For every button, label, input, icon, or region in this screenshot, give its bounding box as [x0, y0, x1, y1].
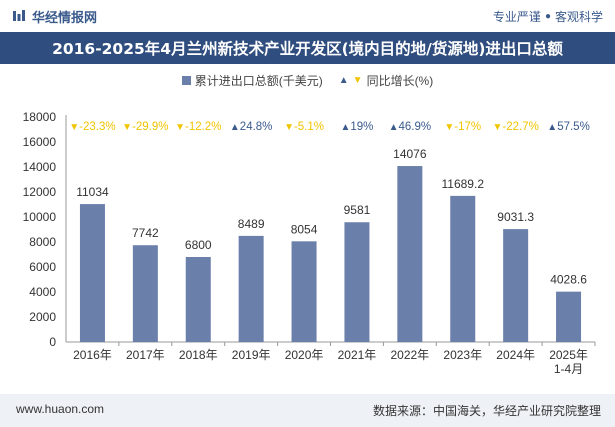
- data-label: 11034: [76, 185, 109, 199]
- data-label: 8489: [238, 217, 265, 231]
- x-tick-label: 2022年: [390, 348, 429, 362]
- brand-name: 华经情报网: [32, 9, 98, 25]
- legend-item-total[interactable]: 累计进出口总额(千美元): [181, 72, 323, 89]
- bar: [132, 245, 158, 342]
- brand[interactable]: 华经情报网: [12, 7, 97, 25]
- bar: [556, 291, 582, 342]
- yoy-label: ▲46.9%: [389, 121, 432, 133]
- bar: [79, 204, 105, 342]
- bar: [503, 229, 529, 342]
- y-tick-label: 18000: [23, 110, 57, 124]
- yoy-label: ▲57.5%: [547, 121, 590, 133]
- y-tick-label: 4000: [29, 285, 56, 299]
- slogan-right: 客观科学: [554, 10, 603, 24]
- data-label: 9031.3: [497, 210, 534, 224]
- y-tick-label: 2000: [29, 310, 56, 324]
- y-tick-label: 0: [49, 335, 56, 349]
- triangle-down-icon: ▼: [352, 74, 363, 86]
- y-tick-label: 12000: [23, 185, 57, 199]
- data-label: 7742: [132, 226, 159, 240]
- slogan: 专业严谨 ● 客观科学: [493, 8, 603, 25]
- slogan-left: 专业严谨: [492, 10, 541, 24]
- triangle-up-icon: ▲: [338, 74, 349, 86]
- legend-item-yoy[interactable]: ▲ ▼ 同比增长(%): [339, 72, 433, 89]
- data-label: 6800: [185, 238, 212, 252]
- x-tick-label: 2025年: [549, 348, 588, 362]
- yoy-label: ▼-29.9%: [122, 121, 168, 133]
- data-label: 9581: [344, 203, 371, 217]
- data-label: 4028.6: [550, 273, 587, 287]
- x-tick-label: 2019年: [232, 348, 271, 362]
- yoy-label: ▼-23.3%: [69, 121, 115, 133]
- yoy-label: ▲24.8%: [230, 121, 273, 133]
- y-tick-label: 6000: [29, 260, 56, 274]
- footer: www.huaon.com 数据来源：中国海关，华经产业研究院整理: [0, 394, 615, 427]
- yoy-label: ▼-5.1%: [284, 121, 324, 133]
- yoy-label: ▼-17%: [444, 121, 481, 133]
- x-tick-label: 2020年: [285, 348, 324, 362]
- bar: [397, 166, 423, 342]
- yoy-label: ▼-22.7%: [492, 121, 538, 133]
- x-tick-label: 1-4月: [554, 362, 583, 376]
- y-tick-label: 8000: [29, 235, 56, 249]
- x-tick-label: 2018年: [179, 348, 218, 362]
- title-bar: 2016-2025年4月兰州新技术产业开发区(境内目的地/货源地)进出口总额: [0, 32, 615, 64]
- data-label: 11689.2: [442, 177, 485, 191]
- x-tick-label: 2016年: [73, 348, 112, 362]
- bar: [185, 257, 211, 342]
- bar: [344, 222, 370, 342]
- bar: [450, 195, 476, 342]
- bullet-icon: ●: [544, 11, 551, 22]
- x-tick-label: 2024年: [496, 348, 535, 362]
- yoy-label: ▲19%: [340, 121, 373, 133]
- legend-label-total: 累计进出口总额(千美元): [194, 73, 323, 88]
- legend-label-yoy: 同比增长(%): [366, 73, 434, 88]
- chart-title: 2016-2025年4月兰州新技术产业开发区(境内目的地/货源地)进出口总额: [52, 40, 563, 58]
- x-tick-label: 2023年: [443, 348, 482, 362]
- y-tick-label: 14000: [23, 160, 57, 174]
- brand-logo-icon: [13, 10, 25, 21]
- bar-swatch-icon: [181, 75, 191, 85]
- footer-site[interactable]: www.huaon.com: [16, 402, 105, 416]
- bar: [291, 241, 317, 342]
- footer-source: 数据来源：中国海关，华经产业研究院整理: [372, 404, 601, 418]
- bar-chart: 0 2000 4000 6000 8000 10000 12000 14000 16000 180…: [23, 110, 596, 376]
- top-bar: 华经情报网 专业严谨 ● 客观科学: [0, 0, 615, 32]
- yoy-label: ▼-12.2%: [175, 121, 221, 133]
- legend: 累计进出口总额(千美元) ▲ ▼ 同比增长(%): [0, 70, 615, 90]
- x-tick-label: 2021年: [338, 348, 377, 362]
- y-tick-label: 16000: [23, 135, 57, 149]
- data-label: 8054: [291, 222, 318, 236]
- data-label: 14076: [393, 147, 427, 161]
- x-tick-label: 2017年: [126, 348, 165, 362]
- bar: [238, 235, 264, 342]
- y-tick-label: 10000: [23, 210, 57, 224]
